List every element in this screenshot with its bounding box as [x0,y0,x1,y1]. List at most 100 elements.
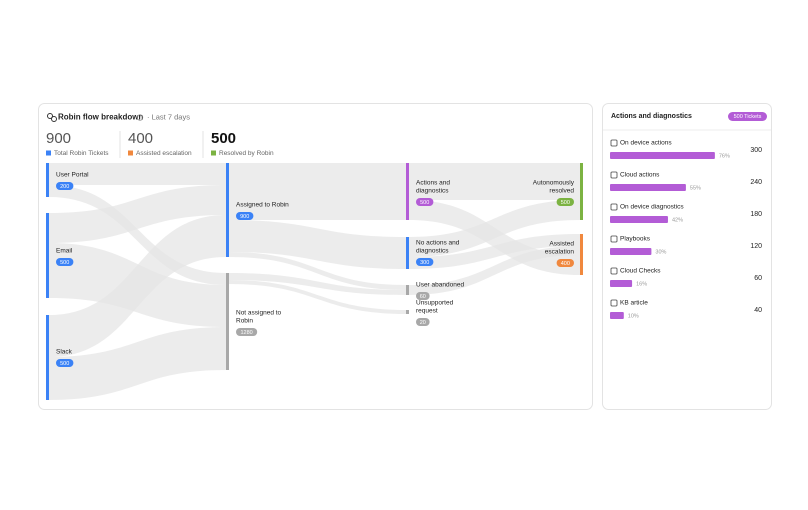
tickets-badge-text: 500 Tickets [734,114,762,120]
item-label: Playbooks [620,236,651,243]
item-count: 40 [754,307,762,314]
flow-period: · Last 7 days [147,112,190,121]
legend-swatch [128,150,133,156]
node-label: Autonomously [533,180,575,187]
stat-value: 900 [46,130,71,147]
item-count: 120 [750,243,762,250]
node-badge [556,198,574,206]
node-label: User Portal [56,172,89,179]
sankey-node [580,234,583,275]
node-label: Email [56,248,73,255]
node-label: escalation [545,249,575,256]
legend-swatch [211,150,216,156]
item-bar [610,152,715,159]
node-value: 500 [60,260,69,266]
item-count: 300 [750,147,762,154]
actions-card [602,103,772,410]
item-icon [610,171,618,179]
stat-value: 400 [128,130,153,147]
sankey-node [226,163,229,257]
stat-label: Assisted escalation [136,150,192,157]
item-label: Cloud Checks [620,268,661,275]
sankey-node [406,310,409,314]
sankey-node [406,163,409,220]
stat-label: Resolved by Robin [219,150,274,157]
node-label: User abandoned [416,282,464,289]
item-bar [610,312,624,319]
item-label: On device actions [620,140,672,147]
item-bar [610,248,652,255]
item-icon [610,203,618,211]
sankey-link [409,246,580,295]
info-icon[interactable] [136,114,144,121]
sankey-link [409,200,580,257]
item-label: KB article [620,300,648,307]
node-value: 60 [420,294,426,300]
actions-title: Actions and diagnostics [611,113,692,120]
sankey-link [49,327,226,400]
item-bar [610,216,668,223]
sankey-link [49,185,226,285]
node-label: diagnostics [416,188,449,195]
sankey-link [409,163,580,200]
item-label: On device diagnostics [620,204,684,211]
node-value: 300 [420,260,429,266]
item-icon [610,139,618,147]
node-label: request [416,308,438,315]
node-label: No actions and [416,240,460,247]
node-label: resolved [549,188,574,195]
item-icon [610,267,618,275]
flow-title: Robin flow breakdown [58,113,143,122]
node-label: Assisted [549,241,574,248]
sankey-link [49,185,226,243]
node-value: 200 [60,184,69,190]
node-badge [416,198,434,206]
node-badge [416,258,434,266]
legend-swatch [46,150,51,156]
node-label: diagnostics [416,248,449,255]
item-percent: 30% [655,249,666,255]
flow-icon [47,113,57,122]
node-label: Not assigned to [236,310,282,317]
sankey-node [46,213,49,298]
stat-label: Total Robin Tickets [54,150,109,157]
sankey-link [49,163,226,185]
sankey-link [229,220,406,269]
node-value: 500 [420,200,429,206]
sankey-node [580,163,583,220]
sankey-node [406,237,409,269]
node-label: Unsupported [416,300,454,307]
item-count: 240 [750,179,762,186]
tickets-badge [728,112,767,121]
node-badge [56,182,74,190]
item-icon [610,235,618,243]
item-percent: 10% [628,313,639,319]
node-value: 500 [60,361,69,367]
item-bar [610,280,633,287]
node-badge [416,292,430,300]
node-badge [416,318,430,326]
node-badge [236,212,254,220]
node-value: 500 [561,200,570,206]
item-count: 60 [754,275,762,282]
stat-value: 500 [211,130,236,147]
node-value: 1280 [240,330,252,336]
node-label: Assigned to Robin [236,202,289,209]
sankey-link [409,234,580,269]
sankey-node [46,315,49,400]
item-bar [610,184,686,191]
node-badge [56,359,74,367]
sankey-node [46,163,49,197]
sankey-link [229,252,406,290]
node-badge [556,259,574,267]
node-badge [236,328,258,336]
node-label: Robin [236,318,253,325]
sankey-link [49,215,226,357]
sankey-link [229,163,406,220]
item-percent: 16% [636,281,647,287]
sankey-link [229,280,406,314]
item-label: Cloud actions [620,172,660,179]
node-value: 400 [561,261,570,267]
sankey-link [229,273,406,295]
